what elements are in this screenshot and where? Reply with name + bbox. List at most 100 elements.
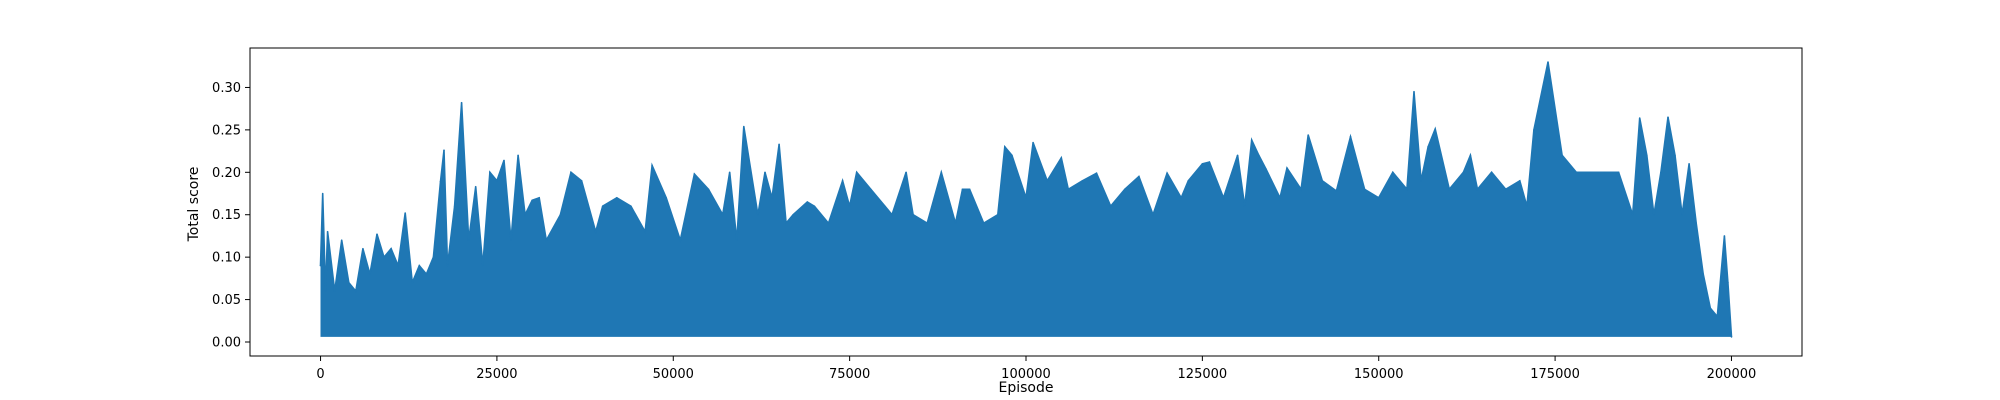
data-point bbox=[1631, 213, 1634, 216]
data-point bbox=[1660, 171, 1662, 174]
data-point bbox=[1138, 175, 1140, 178]
data-point bbox=[1363, 188, 1366, 191]
data-point bbox=[559, 213, 562, 216]
data-point bbox=[961, 188, 964, 191]
data-point bbox=[1025, 197, 1027, 199]
data-point bbox=[390, 247, 392, 250]
data-point bbox=[531, 199, 533, 202]
data-point bbox=[891, 213, 893, 216]
data-point bbox=[771, 197, 773, 199]
data-point bbox=[594, 230, 597, 233]
data-point bbox=[1187, 180, 1190, 182]
data-point bbox=[1258, 154, 1260, 157]
data-point bbox=[693, 173, 696, 175]
data-point bbox=[778, 143, 780, 146]
data-point bbox=[1307, 134, 1309, 136]
x-tick-label: 150000 bbox=[1354, 367, 1404, 382]
data-point bbox=[743, 125, 745, 128]
data-point bbox=[570, 171, 572, 174]
data-point bbox=[580, 180, 583, 182]
data-point bbox=[728, 171, 731, 174]
data-point bbox=[1727, 281, 1729, 284]
data-point bbox=[968, 188, 971, 191]
y-tick-label: 0.00 bbox=[212, 336, 241, 351]
data-point bbox=[1504, 188, 1507, 191]
data-point bbox=[1617, 171, 1620, 174]
data-point bbox=[432, 256, 435, 259]
data-point bbox=[1300, 188, 1302, 191]
data-point bbox=[1349, 135, 1352, 138]
data-point bbox=[644, 230, 646, 233]
x-axis-label: Episode bbox=[999, 380, 1054, 396]
x-tick-label: 25000 bbox=[476, 367, 517, 382]
data-point bbox=[1638, 117, 1641, 119]
data-point bbox=[1032, 141, 1034, 144]
x-tick-label: 0 bbox=[316, 367, 324, 382]
data-point bbox=[912, 213, 914, 216]
data-point bbox=[630, 205, 632, 207]
x-tick-label: 125000 bbox=[1178, 367, 1228, 382]
data-point bbox=[1533, 129, 1535, 131]
data-point bbox=[1011, 154, 1013, 157]
data-point bbox=[841, 180, 844, 182]
x-tick-label: 200000 bbox=[1707, 367, 1757, 382]
x-tick-label: 100000 bbox=[1001, 367, 1051, 382]
data-point bbox=[362, 247, 364, 250]
data-point bbox=[1716, 315, 1719, 318]
data-point bbox=[954, 222, 957, 224]
data-point bbox=[383, 256, 385, 259]
data-point bbox=[1547, 61, 1549, 63]
data-point bbox=[679, 239, 682, 241]
data-point bbox=[503, 159, 505, 162]
data-point bbox=[524, 213, 526, 216]
data-point bbox=[326, 230, 329, 233]
data-point bbox=[982, 222, 985, 224]
y-axis: 0.00 0.05 0.10 0.15 0.20 0.25 0.30 bbox=[212, 81, 250, 351]
data-point bbox=[496, 180, 498, 182]
data-point bbox=[376, 233, 378, 235]
data-point bbox=[474, 185, 477, 188]
data-point bbox=[707, 188, 710, 191]
data-point bbox=[319, 264, 322, 267]
data-point bbox=[324, 290, 327, 292]
data-point bbox=[721, 213, 724, 216]
data-point bbox=[1222, 197, 1225, 199]
data-point bbox=[418, 264, 421, 267]
data-point bbox=[1236, 154, 1239, 157]
data-point bbox=[1392, 171, 1394, 174]
data-point bbox=[425, 273, 428, 275]
data-point bbox=[1406, 188, 1408, 191]
x-tick-label: 175000 bbox=[1530, 367, 1580, 382]
data-point bbox=[1046, 180, 1048, 182]
data-point bbox=[651, 164, 653, 167]
data-point bbox=[1681, 213, 1683, 216]
data-point bbox=[467, 239, 470, 241]
series-fill bbox=[320, 62, 1732, 337]
y-tick-label: 0.20 bbox=[212, 166, 241, 181]
data-point bbox=[1561, 154, 1563, 157]
data-point bbox=[1519, 180, 1521, 182]
y-axis-label: Total score bbox=[186, 167, 202, 243]
data-point bbox=[1180, 197, 1182, 199]
data-point bbox=[1201, 163, 1204, 165]
data-point bbox=[1081, 180, 1084, 182]
data-point bbox=[1265, 168, 1267, 170]
data-point bbox=[1427, 146, 1429, 148]
data-point bbox=[489, 171, 491, 174]
data-point bbox=[1695, 222, 1697, 224]
data-point bbox=[446, 264, 449, 267]
data-point bbox=[333, 290, 336, 292]
data-point bbox=[369, 273, 371, 275]
data-point bbox=[439, 180, 442, 183]
data-point bbox=[538, 197, 540, 199]
data-point bbox=[884, 205, 886, 207]
data-point bbox=[764, 171, 766, 174]
data-point bbox=[1702, 273, 1704, 275]
data-point bbox=[1490, 171, 1493, 174]
data-point bbox=[1321, 180, 1324, 182]
data-point bbox=[1413, 90, 1415, 93]
data-point bbox=[397, 264, 399, 267]
data-point bbox=[855, 171, 858, 174]
data-point bbox=[411, 281, 414, 284]
